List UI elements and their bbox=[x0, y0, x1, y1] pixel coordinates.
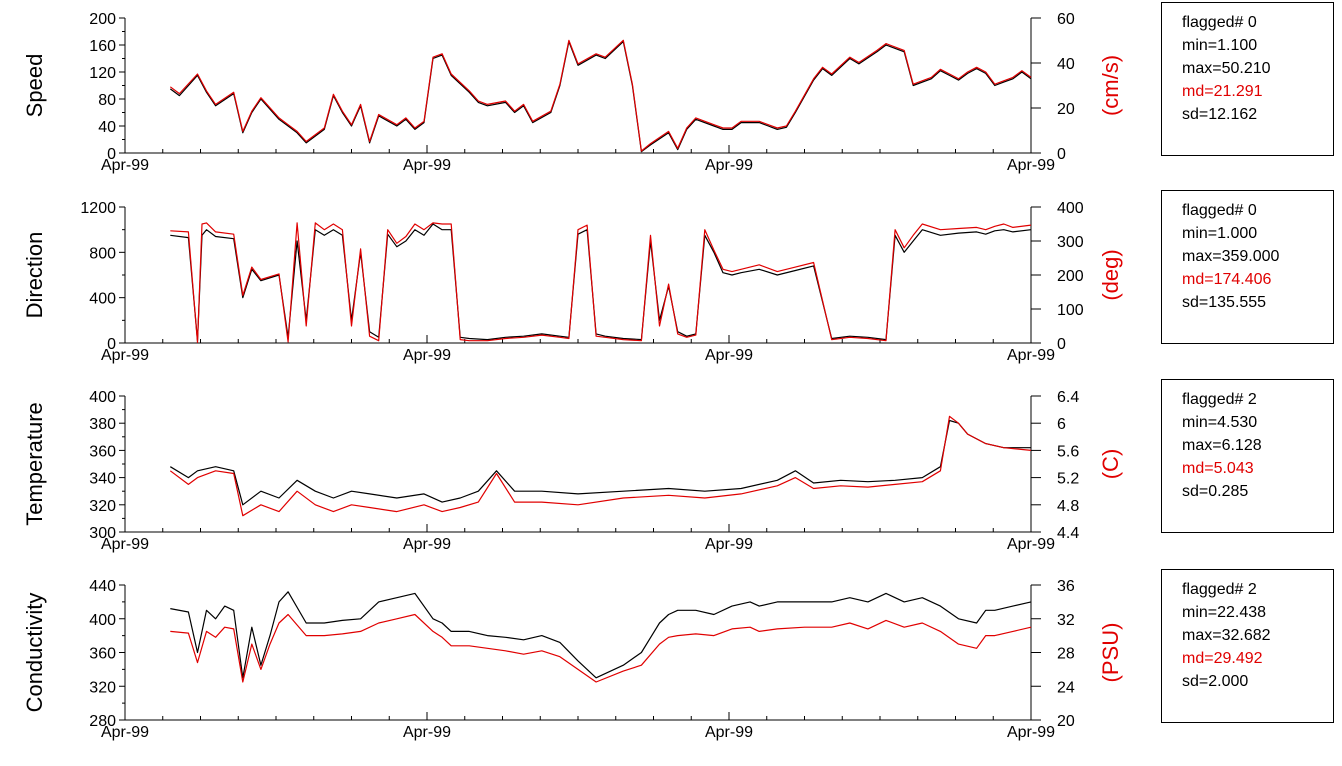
x-tick-label: Apr-99 bbox=[101, 724, 149, 741]
y-right-tick-label: 24 bbox=[1057, 679, 1075, 696]
stat-md: md=5.043 bbox=[1182, 460, 1254, 477]
y-tick-label: 40 bbox=[98, 119, 116, 136]
stat-flagged: flagged# 2 bbox=[1182, 391, 1257, 408]
stat-min: min=1.100 bbox=[1182, 37, 1258, 54]
x-tick-label: Apr-99 bbox=[1007, 157, 1055, 174]
y-tick-label: 360 bbox=[89, 443, 116, 460]
stat-min: min=22.438 bbox=[1182, 604, 1267, 621]
stat-sd: sd=135.555 bbox=[1182, 294, 1267, 311]
y-tick-label: 120 bbox=[89, 65, 116, 82]
y-right-tick-label: 60 bbox=[1057, 11, 1075, 28]
y-axis-label-right: (C) bbox=[1098, 449, 1123, 480]
y-tick-label: 400 bbox=[89, 291, 116, 308]
stat-flagged: flagged# 0 bbox=[1182, 14, 1257, 31]
x-tick-label: Apr-99 bbox=[1007, 536, 1055, 553]
y-tick-label: 440 bbox=[89, 578, 116, 595]
series-line-red bbox=[169, 415, 1032, 517]
y-tick-label: 280 bbox=[89, 713, 116, 730]
y-axis-label-right: (PSU) bbox=[1098, 623, 1123, 683]
y-right-tick-label: 32 bbox=[1057, 612, 1075, 629]
y-right-tick-label: 0 bbox=[1057, 336, 1066, 353]
stat-max: max=50.210 bbox=[1182, 60, 1271, 77]
y-right-tick-label: 6.4 bbox=[1057, 389, 1079, 406]
stat-max: max=32.682 bbox=[1182, 627, 1271, 644]
stat-min: min=4.530 bbox=[1182, 414, 1258, 431]
y-right-tick-label: 100 bbox=[1057, 302, 1084, 319]
y-right-tick-label: 20 bbox=[1057, 713, 1075, 730]
y-tick-label: 80 bbox=[98, 92, 116, 109]
y-axis-label: Conductivity bbox=[22, 593, 47, 713]
series-line-black bbox=[170, 223, 1032, 342]
y-right-tick-label: 40 bbox=[1057, 56, 1075, 73]
y-right-tick-label: 200 bbox=[1057, 268, 1084, 285]
y-right-tick-label: 5.2 bbox=[1057, 471, 1079, 488]
stats-box: flagged# 0 min=1.100 max=50.210 md=21.291 sd… bbox=[1161, 2, 1334, 156]
stat-md: md=29.492 bbox=[1182, 650, 1263, 667]
stat-md: md=21.291 bbox=[1182, 83, 1263, 100]
stat-max: max=6.128 bbox=[1182, 437, 1262, 454]
stat-sd: sd=12.162 bbox=[1182, 106, 1258, 123]
y-right-tick-label: 36 bbox=[1057, 578, 1075, 595]
stat-max: max=359.000 bbox=[1182, 248, 1280, 265]
x-tick-label: Apr-99 bbox=[403, 347, 451, 364]
y-tick-label: 300 bbox=[89, 525, 116, 542]
x-tick-label: Apr-99 bbox=[101, 536, 149, 553]
y-right-tick-label: 20 bbox=[1057, 101, 1075, 118]
stat-sd: sd=0.285 bbox=[1182, 483, 1249, 500]
y-tick-label: 0 bbox=[107, 146, 116, 163]
x-tick-label: Apr-99 bbox=[101, 157, 149, 174]
y-right-tick-label: 28 bbox=[1057, 646, 1075, 663]
series-line-black bbox=[169, 419, 1031, 506]
x-tick-label: Apr-99 bbox=[403, 536, 451, 553]
y-axis-label: Speed bbox=[22, 54, 47, 118]
y-tick-label: 360 bbox=[89, 646, 116, 663]
y-tick-label: 400 bbox=[89, 389, 116, 406]
y-tick-label: 1200 bbox=[80, 200, 116, 217]
y-tick-label: 320 bbox=[89, 498, 116, 515]
series-line-black bbox=[170, 591, 1032, 679]
series-line-red bbox=[170, 613, 1032, 683]
y-right-tick-label: 6 bbox=[1057, 416, 1066, 433]
y-axis-label-right: (cm/s) bbox=[1098, 55, 1123, 116]
stat-flagged: flagged# 2 bbox=[1182, 581, 1257, 598]
stats-box: flagged# 2 min=22.438 max=32.682 md=29.492 s… bbox=[1161, 569, 1334, 723]
x-tick-label: Apr-99 bbox=[705, 724, 753, 741]
y-tick-label: 160 bbox=[89, 38, 116, 55]
x-tick-label: Apr-99 bbox=[101, 347, 149, 364]
y-tick-label: 340 bbox=[89, 471, 116, 488]
stat-md: md=174.406 bbox=[1182, 271, 1272, 288]
y-axis-label: Direction bbox=[22, 232, 47, 319]
x-tick-label: Apr-99 bbox=[705, 536, 753, 553]
y-tick-label: 800 bbox=[89, 245, 116, 262]
y-tick-label: 320 bbox=[89, 679, 116, 696]
x-tick-label: Apr-99 bbox=[403, 724, 451, 741]
y-right-tick-label: 0 bbox=[1057, 146, 1066, 163]
y-right-tick-label: 5.6 bbox=[1057, 443, 1079, 460]
series-line-red bbox=[170, 222, 1032, 343]
x-tick-label: Apr-99 bbox=[403, 157, 451, 174]
x-tick-label: Apr-99 bbox=[705, 157, 753, 174]
x-tick-label: Apr-99 bbox=[705, 347, 753, 364]
y-tick-label: 400 bbox=[89, 612, 116, 629]
stat-flagged: flagged# 0 bbox=[1182, 202, 1257, 219]
y-tick-label: 200 bbox=[89, 11, 116, 28]
x-tick-label: Apr-99 bbox=[1007, 724, 1055, 741]
y-axis-label-right: (deg) bbox=[1098, 249, 1123, 300]
stats-box: flagged# 2 min=4.530 max=6.128 md=5.043 sd=0… bbox=[1161, 379, 1334, 533]
stat-min: min=1.000 bbox=[1182, 225, 1258, 242]
y-axis-label: Temperature bbox=[22, 402, 47, 526]
y-tick-label: 380 bbox=[89, 416, 116, 433]
y-right-tick-label: 300 bbox=[1057, 234, 1084, 251]
series-line-red bbox=[169, 39, 1032, 152]
stats-box: flagged# 0 min=1.000 max=359.000 md=174.406… bbox=[1161, 190, 1334, 344]
x-tick-label: Apr-99 bbox=[1007, 347, 1055, 364]
y-right-tick-label: 4.4 bbox=[1057, 525, 1079, 542]
y-tick-label: 0 bbox=[107, 336, 116, 353]
y-right-tick-label: 400 bbox=[1057, 200, 1084, 217]
stat-sd: sd=2.000 bbox=[1182, 673, 1249, 690]
y-right-tick-label: 4.8 bbox=[1057, 498, 1079, 515]
series-line-black bbox=[169, 40, 1032, 153]
